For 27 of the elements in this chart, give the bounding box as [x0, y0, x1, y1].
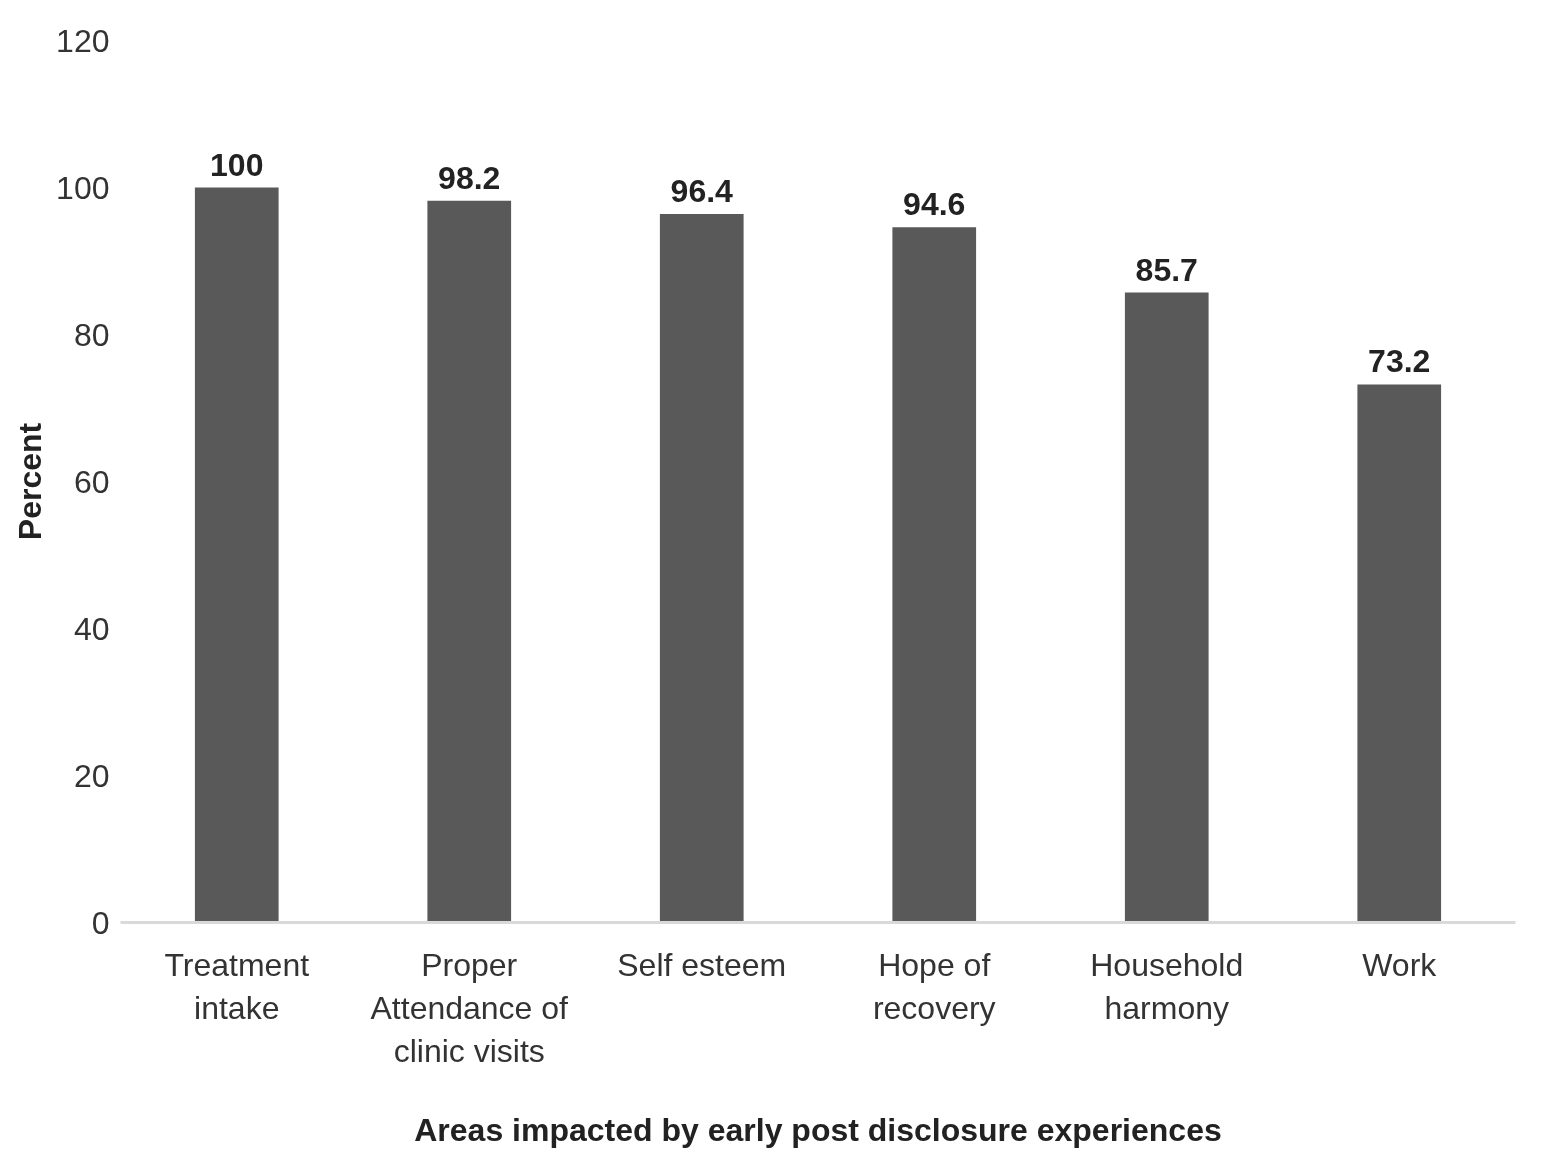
bar: [427, 200, 512, 923]
data-label: 96.4: [670, 172, 734, 209]
x-tick-label: Proper Attendance of clinic visits: [370, 946, 569, 1069]
data-label: 73.2: [1368, 343, 1431, 380]
y-tick-label: 80: [73, 316, 110, 353]
bar: [659, 213, 744, 923]
bar: [1357, 384, 1442, 923]
y-tick-label: 60: [73, 463, 110, 500]
x-tick-label: Household harmony: [1090, 946, 1244, 1026]
x-tick-label: Treatment intake: [164, 946, 310, 1026]
data-label: 100: [210, 146, 264, 183]
data-label: 85.7: [1135, 251, 1198, 288]
y-tick-label: 40: [73, 610, 110, 647]
y-tick-label: 0: [91, 904, 110, 941]
x-tick-label: Work: [1362, 946, 1438, 983]
bar: [1124, 292, 1209, 923]
data-label: 98.2: [438, 159, 501, 196]
x-tick-label: Self esteem: [617, 946, 787, 983]
y-tick-label: 20: [73, 757, 110, 794]
x-axis-title: Areas impacted by early post disclosure experiences: [414, 1111, 1222, 1148]
y-tick-label: 100: [56, 169, 110, 206]
data-label: 94.6: [903, 186, 966, 223]
x-tick-label: Hope of recovery: [872, 946, 996, 1026]
bar: [892, 227, 977, 923]
y-axis-title: Percent: [12, 422, 49, 541]
y-tick-label: 120: [56, 22, 110, 59]
bar: [194, 187, 279, 923]
